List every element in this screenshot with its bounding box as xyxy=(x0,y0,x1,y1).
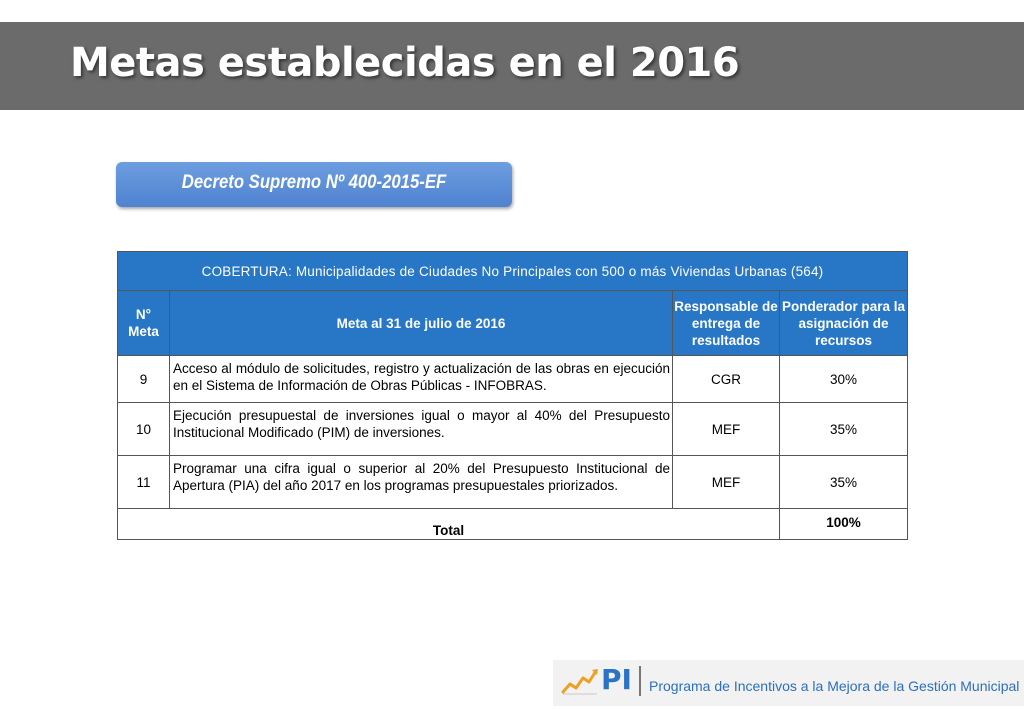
pi-logo: PI xyxy=(601,663,632,696)
row-num: 10 xyxy=(117,402,170,456)
table-row: 9 Acceso al módulo de solicitudes, regis… xyxy=(117,355,909,403)
row-num: 11 xyxy=(117,455,170,509)
row-responsible: CGR xyxy=(672,355,780,403)
row-num: 9 xyxy=(117,355,170,403)
header-responsible: Responsable de entrega de resultados xyxy=(672,290,780,356)
title-bar xyxy=(0,22,1024,110)
total-value: 100% xyxy=(778,508,909,540)
table-row: 11 Programar una cifra igual o superior … xyxy=(117,455,909,509)
row-weight: 30% xyxy=(778,355,909,403)
total-label: Total xyxy=(117,508,780,540)
total-row: Total 100% xyxy=(117,508,909,540)
footer-divider xyxy=(639,666,641,696)
header-num: N° Meta xyxy=(117,290,170,356)
decree-badge: Decreto Supremo Nº 400-2015-EF xyxy=(116,162,512,207)
header-weight: Ponderador para la asignación de recurso… xyxy=(778,290,909,356)
row-weight: 35% xyxy=(778,455,909,509)
row-responsible: MEF xyxy=(672,455,780,509)
growth-chart-icon xyxy=(561,669,598,695)
program-name: Programa de Incentivos a la Mejora de la… xyxy=(649,678,1020,694)
footer-banner: PI Programa de Incentivos a la Mejora de… xyxy=(553,660,1024,706)
slide-title: Metas establecidas en el 2016 xyxy=(70,40,740,86)
row-goal: Programar una cifra igual o superior al … xyxy=(169,455,673,509)
header-goal: Meta al 31 de julio de 2016 xyxy=(169,290,673,356)
row-goal: Ejecución presupuestal de inversiones ig… xyxy=(169,402,673,456)
decree-label: Decreto Supremo Nº 400-2015-EF xyxy=(181,172,447,193)
goals-table: COBERTURA: Municipalidades de Ciudades N… xyxy=(116,251,909,540)
row-weight: 35% xyxy=(778,402,909,456)
coverage-header: COBERTURA: Municipalidades de Ciudades N… xyxy=(116,251,909,291)
table-row: 10 Ejecución presupuestal de inversiones… xyxy=(117,402,909,456)
row-goal: Acceso al módulo de solicitudes, registr… xyxy=(169,355,673,403)
row-responsible: MEF xyxy=(672,402,780,456)
